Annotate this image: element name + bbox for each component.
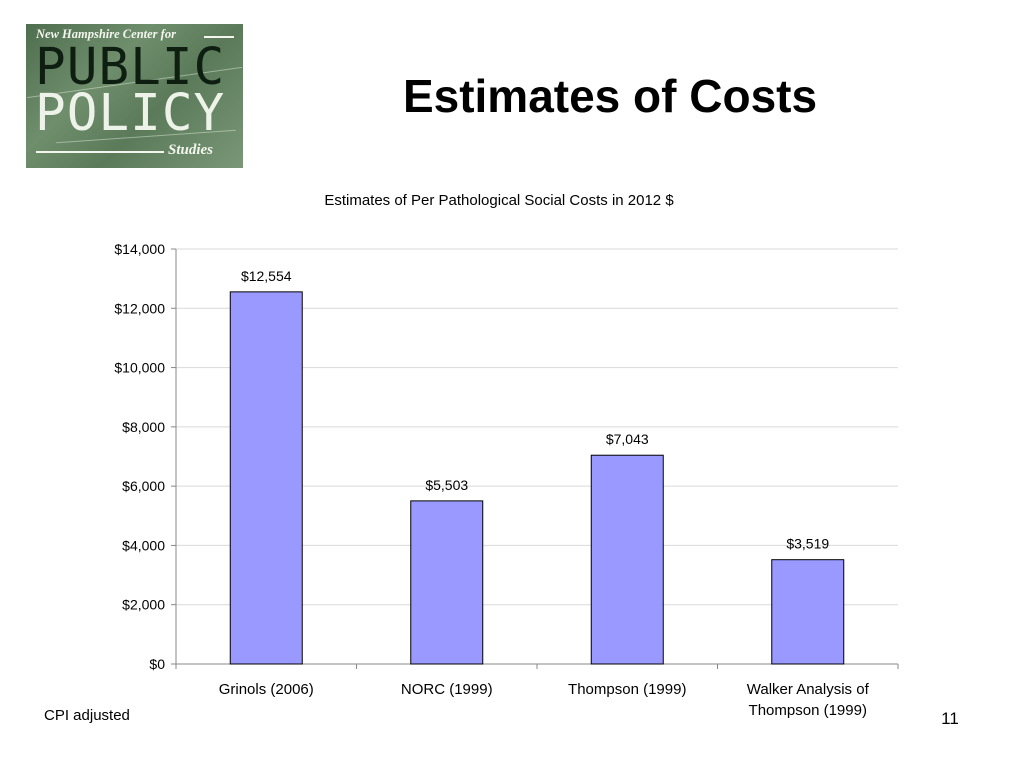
y-tick-label: $8,000 [122,419,165,435]
chart-title: Estimates of Per Pathological Social Cos… [324,192,674,209]
logo-bottom-text: Studies [168,142,214,158]
bar-data-label: $5,503 [425,477,468,493]
x-category-label: Thompson (1999) [568,681,686,698]
y-tick-label: $12,000 [114,300,165,316]
y-tick-label: $14,000 [114,241,165,257]
y-tick-label: $6,000 [122,478,165,494]
bar [410,500,484,665]
x-category-label: Thompson (1999) [749,702,867,719]
page-title: Estimates of Costs [402,70,818,122]
y-tick-label: $2,000 [122,597,165,613]
page-number: 11 [941,709,959,728]
logo-word-public: PUBLIC [35,38,226,97]
bar [771,559,845,665]
footnote: CPI adjusted [44,707,130,724]
bar [590,454,664,665]
logo-top-text: New Hampshire Center for [36,27,176,41]
x-category-label: NORC (1999) [401,681,493,698]
x-category-label: Grinols (2006) [219,681,314,698]
logo-rule-bottom [36,151,164,153]
logo-rule-top [204,36,234,38]
bar-chart: Estimates of Per Pathological Social Cos… [114,192,899,719]
bar-data-label: $7,043 [606,431,649,447]
y-tick-label: $4,000 [122,537,165,553]
logo-word-policy: POLICY [35,84,226,143]
x-category-label: Walker Analysis of [747,681,870,698]
bar-data-label: $12,554 [241,268,292,284]
center-logo: New Hampshire Center for PUBLIC POLICY S… [26,24,243,168]
y-tick-label: $10,000 [114,360,165,376]
bar-data-label: $3,519 [786,536,829,552]
y-tick-label: $0 [149,656,165,672]
bar [229,291,303,665]
